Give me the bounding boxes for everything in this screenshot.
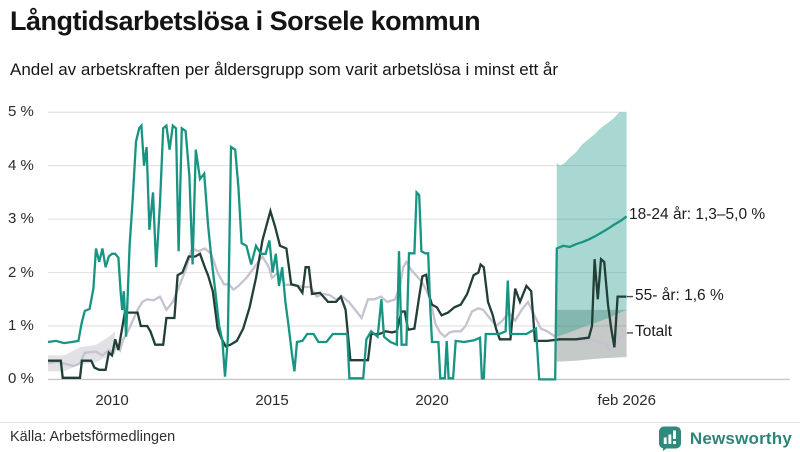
y-axis-label: 3 % [8, 210, 34, 228]
page-subtitle: Andel av arbetskraften per åldersgrupp s… [10, 60, 559, 79]
newsworthy-brand: Newsworthy [657, 425, 792, 452]
x-axis-label: 2010 [95, 392, 129, 409]
18-24-confidence-band [556, 112, 627, 337]
x-axis-label: 2015 [255, 392, 289, 409]
y-axis-label: 5 % [8, 103, 34, 121]
early-uncertainty-band [48, 331, 116, 372]
series-end-label: 55- år: 1,6 % [635, 286, 724, 304]
brand-name: Newsworthy [689, 428, 792, 448]
x-axis-label: feb 2026 [597, 392, 656, 409]
newsworthy-logo-icon [658, 426, 681, 451]
page-title: Långtidsarbetslösa i Sorsele kommun [10, 6, 481, 36]
footer-divider [0, 422, 800, 423]
y-axis-label: 2 % [8, 263, 34, 281]
series-end-label: 18-24 år: 1,3–5,0 % [629, 206, 766, 224]
source-credit: Källa: Arbetsförmedlingen [10, 429, 176, 445]
series-line-totalt [47, 246, 628, 368]
series-line-55 [48, 206, 627, 379]
y-axis-label: 4 % [8, 156, 34, 174]
series-line-18-24 [47, 122, 628, 381]
y-axis-label: 1 % [8, 316, 34, 334]
series-end-label: Totalt [635, 322, 673, 340]
x-axis-label: 2020 [415, 392, 449, 409]
y-axis-label: 0 % [8, 370, 34, 388]
